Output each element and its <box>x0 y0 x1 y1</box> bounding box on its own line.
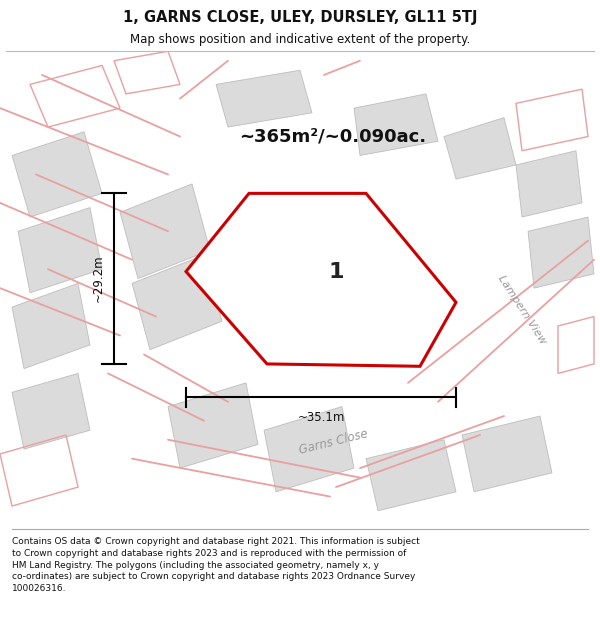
Text: Contains OS data © Crown copyright and database right 2021. This information is : Contains OS data © Crown copyright and d… <box>12 537 420 593</box>
Polygon shape <box>186 193 456 366</box>
Polygon shape <box>168 383 258 468</box>
Text: Lampern View: Lampern View <box>496 273 548 346</box>
Polygon shape <box>132 255 222 350</box>
Polygon shape <box>18 208 102 293</box>
Polygon shape <box>12 132 102 217</box>
Text: 1, GARNS CLOSE, ULEY, DURSLEY, GL11 5TJ: 1, GARNS CLOSE, ULEY, DURSLEY, GL11 5TJ <box>123 10 477 25</box>
Polygon shape <box>12 373 90 449</box>
Polygon shape <box>444 118 516 179</box>
Polygon shape <box>120 184 210 279</box>
Text: ~35.1m: ~35.1m <box>298 411 344 424</box>
Polygon shape <box>216 70 312 127</box>
Text: Garns Close: Garns Close <box>297 428 369 457</box>
Polygon shape <box>12 283 90 369</box>
Polygon shape <box>264 406 354 492</box>
Text: Map shows position and indicative extent of the property.: Map shows position and indicative extent… <box>130 33 470 46</box>
Polygon shape <box>516 151 582 217</box>
Text: 1: 1 <box>328 262 344 282</box>
Text: ~29.2m: ~29.2m <box>92 255 105 302</box>
Polygon shape <box>528 217 594 288</box>
Polygon shape <box>354 94 438 156</box>
Polygon shape <box>462 416 552 492</box>
Polygon shape <box>366 440 456 511</box>
Text: ~365m²/~0.090ac.: ~365m²/~0.090ac. <box>239 127 427 146</box>
